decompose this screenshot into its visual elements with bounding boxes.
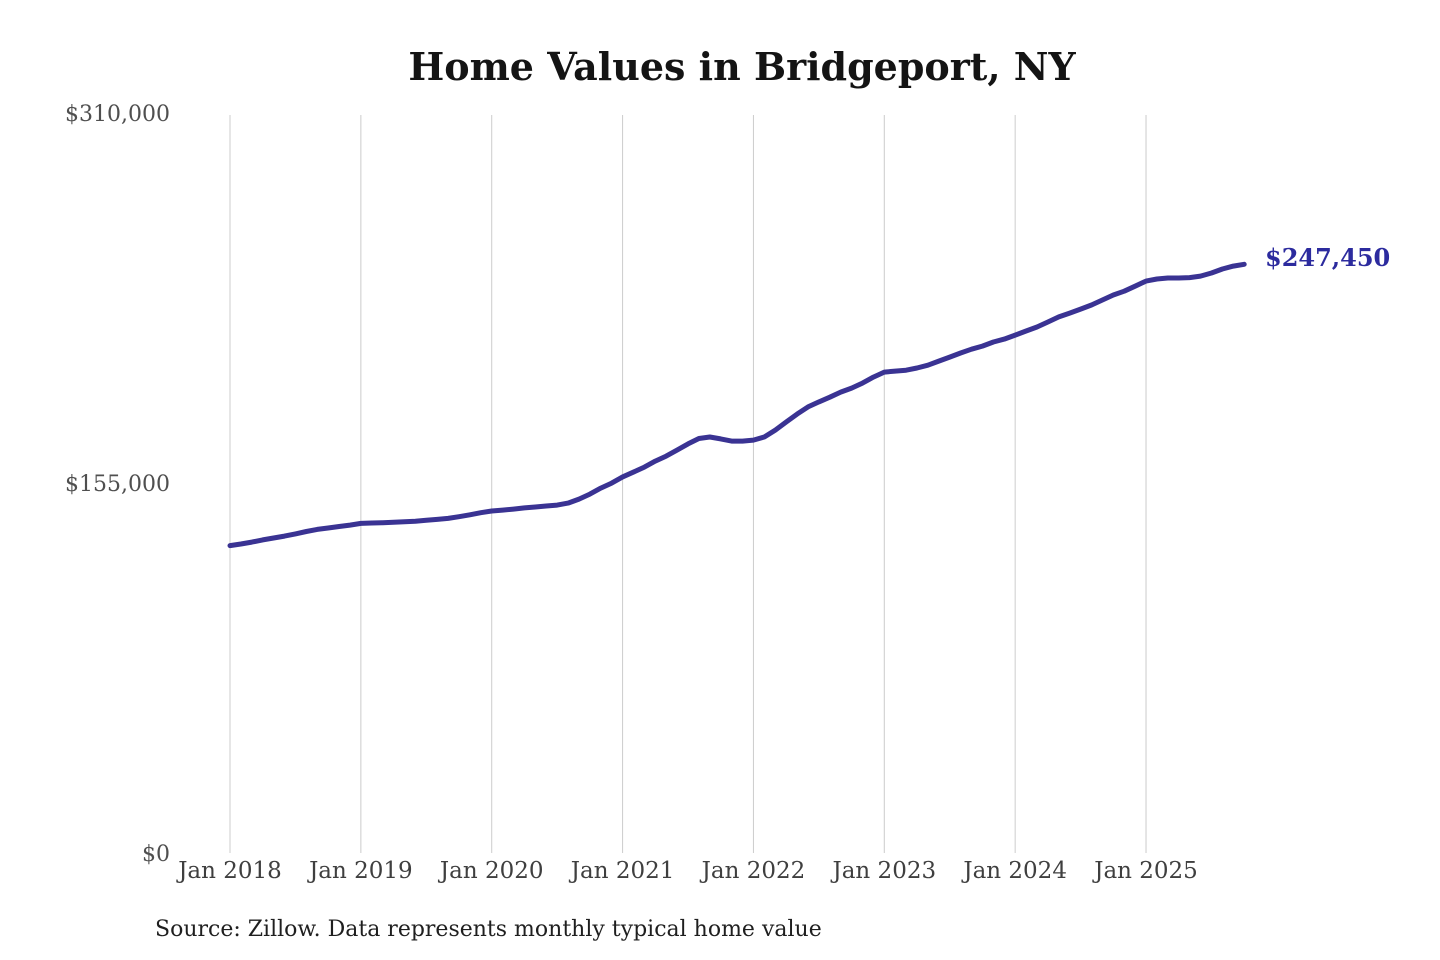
x-axis-label: Jan 2019: [309, 858, 413, 884]
x-axis-label: Jan 2022: [701, 858, 806, 884]
y-axis-label: $310,000: [65, 102, 170, 127]
x-axis-label: Jan 2020: [439, 858, 544, 884]
source-note: Source: Zillow. Data represents monthly …: [155, 917, 822, 942]
price-line: [227, 261, 1247, 549]
x-axis-label: Jan 2024: [963, 858, 1067, 884]
x-axis-label: Jan 2021: [570, 858, 675, 884]
y-axis-label: $155,000: [65, 472, 170, 497]
chart-title: Home Values in Bridgeport, NY: [408, 44, 1076, 89]
x-axis-label: Jan 2023: [832, 858, 937, 884]
x-axis-label: Jan 2025: [1094, 858, 1198, 884]
x-axis-label: Jan 2018: [178, 858, 282, 884]
current-value-label: $247,450: [1265, 243, 1391, 272]
y-axis-label: $0: [142, 842, 170, 867]
